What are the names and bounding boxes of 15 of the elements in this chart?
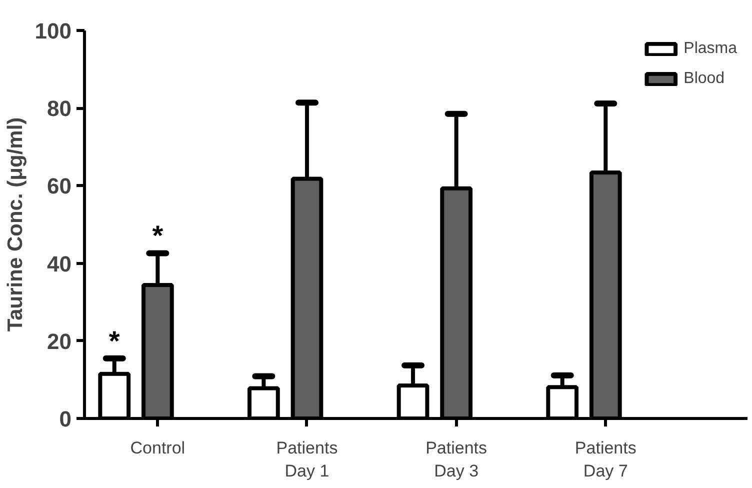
x-tick-label: Patients Day 3: [426, 438, 488, 480]
y-tick-label: 40: [47, 251, 72, 276]
x-tick-label: Patients Day 1: [276, 438, 338, 480]
y-tick-label: 0: [59, 406, 72, 432]
x-tick-label: Control: [130, 438, 186, 458]
y-axis-title: Taurine Conc. (μg/ml): [4, 117, 27, 332]
y-tick-label: 80: [47, 96, 72, 122]
annotation: *: [152, 220, 164, 252]
y-tick-label: 20: [47, 328, 72, 354]
annotation: *: [108, 325, 120, 356]
legend-label: Blood: [684, 70, 725, 88]
legend-label: Plasma: [684, 40, 737, 58]
y-tick-label: 60: [47, 174, 72, 199]
y-tick-label: 100: [34, 18, 72, 44]
x-tick-label: Patients Day 7: [574, 438, 636, 480]
